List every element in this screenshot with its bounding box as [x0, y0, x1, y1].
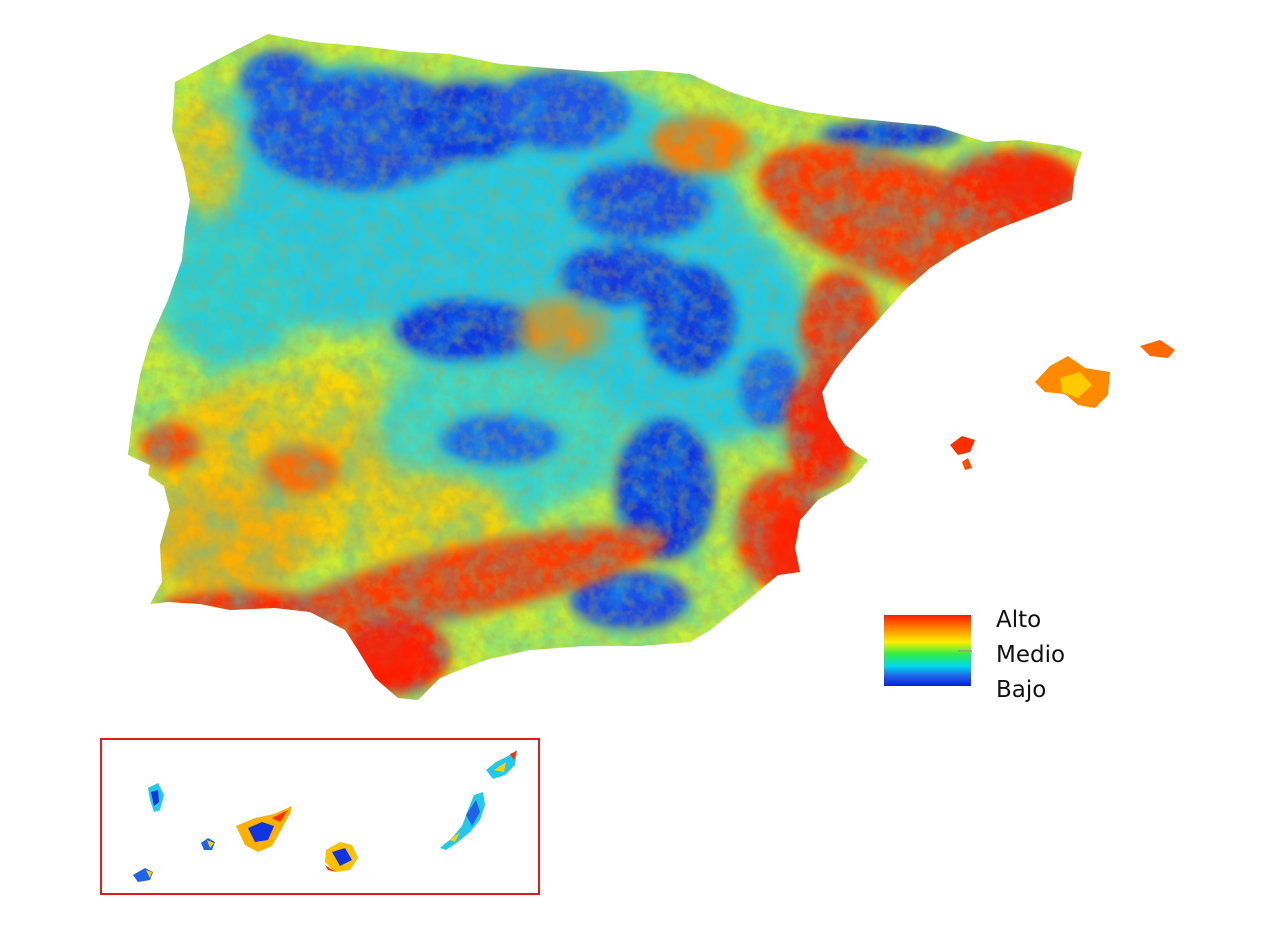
island-menorca	[1140, 340, 1175, 358]
legend-color-bar	[884, 615, 971, 686]
island-ibiza	[950, 436, 975, 455]
canary-islands	[133, 750, 517, 882]
legend-mid-label: Medio	[996, 642, 1065, 668]
legend: Alto Medio Bajo	[884, 607, 1065, 703]
island-lanzarote	[486, 750, 517, 779]
legend-low-label: Bajo	[996, 677, 1046, 703]
island-la-gomera	[201, 838, 215, 850]
inset-frame	[100, 738, 540, 895]
canary-islands-inset	[100, 738, 540, 895]
balearic-islands	[950, 340, 1175, 470]
island-fuerteventura	[440, 792, 485, 850]
legend-high-label: Alto	[996, 607, 1041, 633]
iberian-peninsula	[128, 34, 1082, 700]
